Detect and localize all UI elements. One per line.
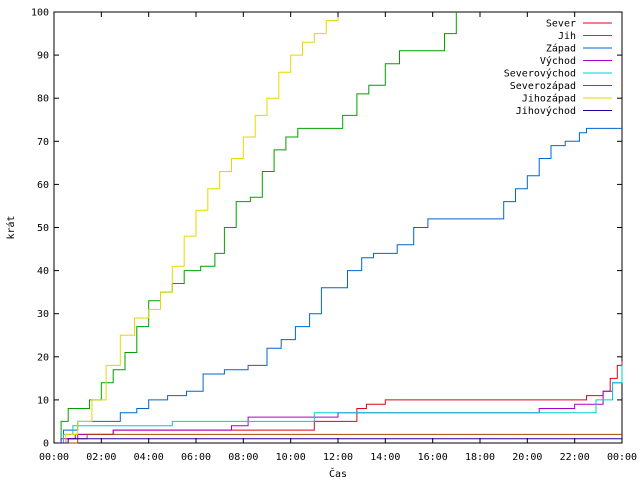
legend-label: Západ	[546, 43, 576, 55]
y-tick-label: 0	[43, 439, 49, 450]
x-tick-label: 00:00	[607, 452, 637, 463]
x-axis-title: Čas	[329, 467, 347, 480]
x-tick-label: 02:00	[86, 452, 116, 463]
y-tick-label: 100	[31, 8, 49, 19]
legend-label: Jihovýchod	[516, 105, 576, 117]
x-tick-label: 22:00	[560, 452, 590, 463]
series-line-7	[54, 438, 622, 444]
x-tick-label: 10:00	[276, 452, 306, 463]
series-group	[54, 12, 623, 444]
x-tick-label: 16:00	[418, 452, 448, 463]
legend: SeverJihZápadVýchodSeverovýchodSeverozáp…	[504, 19, 612, 117]
y-tick-label: 40	[37, 266, 49, 277]
x-tick-label: 18:00	[465, 452, 495, 463]
x-tick-label: 00:00	[39, 452, 69, 463]
x-axis-ticks: 00:00 02:00 04:00 06:00 08:00 10:00 12:00 14:00…	[39, 12, 637, 463]
x-tick-label: 14:00	[370, 452, 400, 463]
x-tick-label: 12:00	[323, 452, 353, 463]
legend-label: Jih	[558, 31, 576, 42]
legend-label: Východ	[540, 55, 576, 67]
series-line-6	[54, 12, 339, 444]
x-tick-label: 20:00	[512, 452, 542, 463]
y-tick-label: 80	[37, 94, 49, 105]
legend-label: Severovýchod	[504, 68, 576, 80]
x-tick-label: 04:00	[134, 452, 164, 463]
y-axis-ticks: 0 10 20 30 40 50 60 70 80 90 100	[31, 8, 622, 450]
y-tick-label: 50	[37, 223, 49, 234]
y-tick-label: 30	[37, 309, 49, 320]
series-line-2	[54, 127, 622, 444]
y-tick-label: 10	[37, 395, 49, 406]
series-line-4	[54, 365, 623, 444]
series-line-0	[54, 361, 623, 444]
x-tick-label: 08:00	[228, 452, 258, 463]
legend-label: Severozápad	[510, 80, 576, 92]
legend-label: Sever	[546, 19, 576, 30]
y-tick-label: 70	[37, 137, 49, 148]
legend-label: Jihozápad	[522, 93, 576, 105]
y-tick-label: 90	[37, 51, 49, 62]
y-tick-label: 20	[37, 352, 49, 363]
y-axis-title: krát	[5, 215, 17, 239]
series-line-1	[54, 12, 457, 444]
x-tick-label: 06:00	[181, 452, 211, 463]
y-tick-label: 60	[37, 180, 49, 191]
